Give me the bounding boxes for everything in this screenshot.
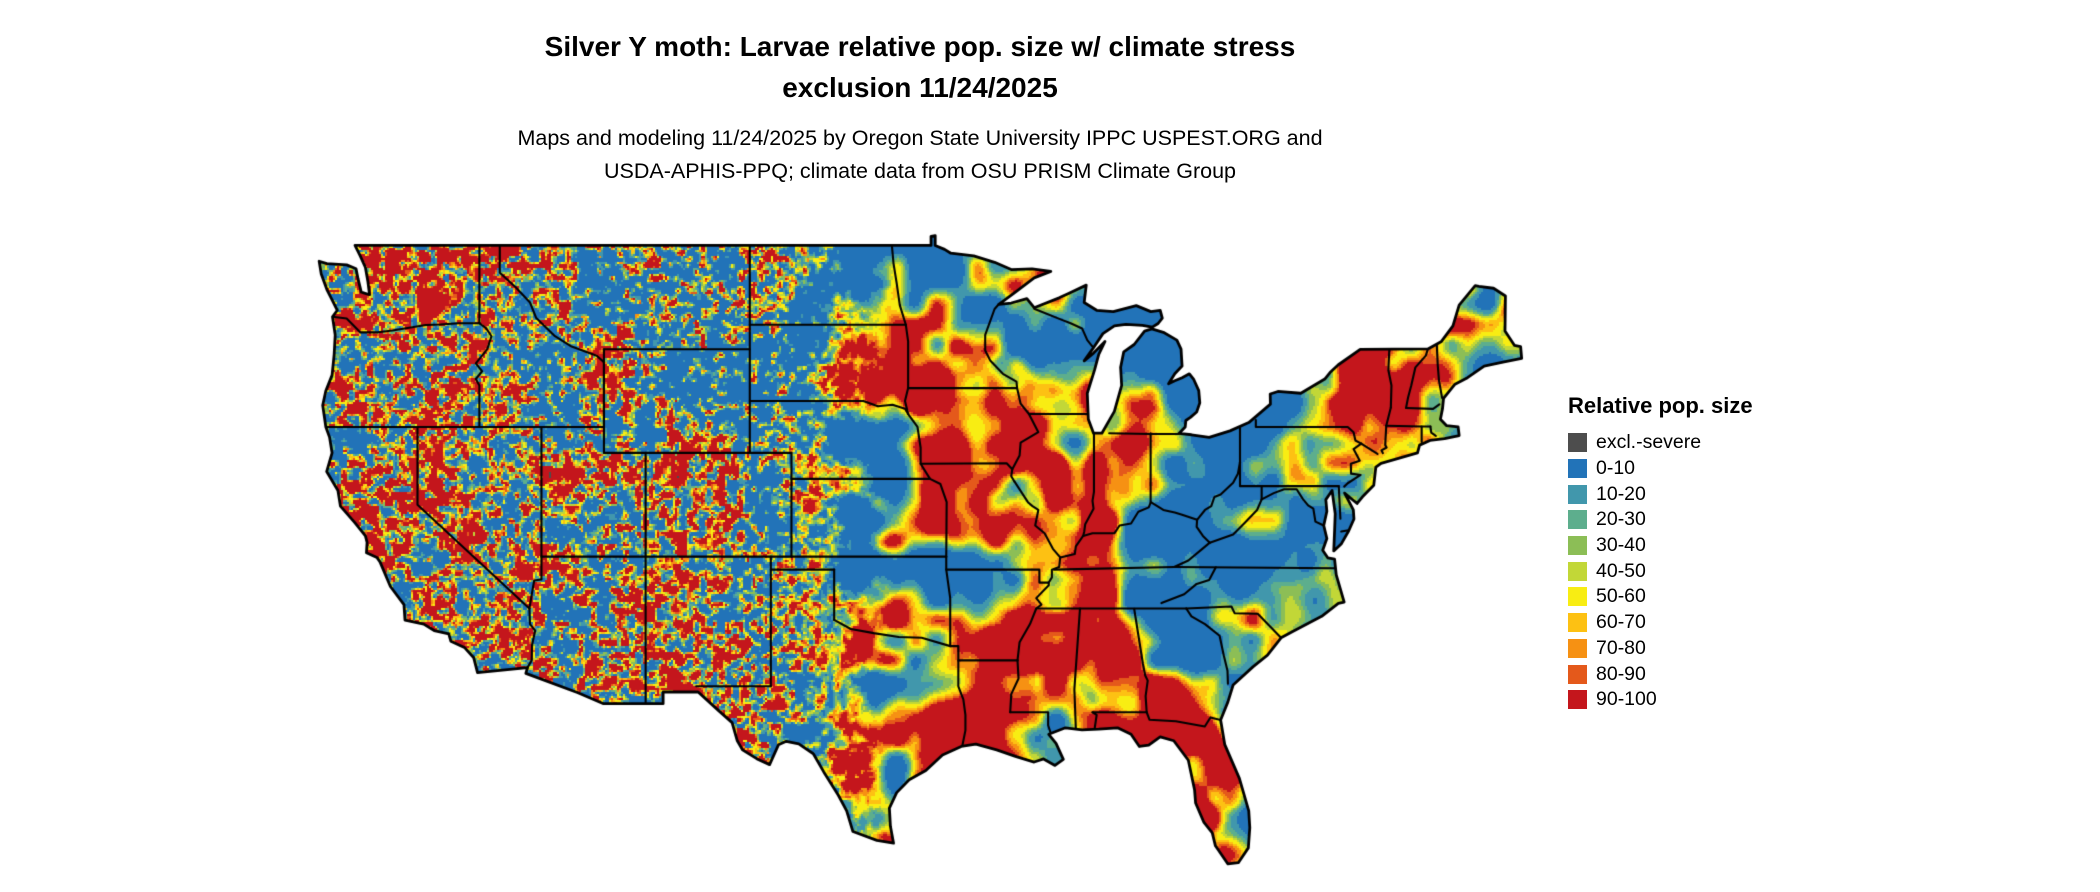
legend-item: 0-10 bbox=[1568, 456, 1898, 482]
legend-label: 70-80 bbox=[1596, 636, 1646, 659]
legend: Relative pop. size excl.-severe 0-10 10-20… bbox=[1568, 392, 1898, 713]
map-subtitle-line2: USDA-APHIS-PPQ; climate data from OSU PR… bbox=[603, 159, 1237, 183]
legend-title: Relative pop. size bbox=[1568, 393, 1753, 418]
legend-entries: excl.-severe 0-10 10-20 20-30 30-40 40-50 50-6… bbox=[1568, 430, 1898, 713]
map-title-line1: Silver Y moth: Larvae relative pop. size… bbox=[544, 31, 1296, 62]
legend-swatch bbox=[1568, 536, 1587, 556]
legend-item: excl.-severe bbox=[1568, 430, 1898, 456]
legend-item: 70-80 bbox=[1568, 636, 1898, 662]
map-title-line2: exclusion 11/24/2025 bbox=[782, 72, 1058, 103]
legend-item: 30-40 bbox=[1568, 533, 1898, 559]
map-subtitle-line1: Maps and modeling 11/24/2025 by Oregon S… bbox=[517, 126, 1323, 150]
legend-swatch bbox=[1568, 484, 1587, 504]
legend-label: 90-100 bbox=[1596, 688, 1657, 711]
legend-swatch bbox=[1568, 664, 1587, 684]
map-title: Silver Y moth: Larvae relative pop. size… bbox=[210, 26, 1630, 108]
legend-swatch bbox=[1568, 638, 1587, 658]
legend-label: excl.-severe bbox=[1596, 431, 1702, 454]
legend-label: 80-90 bbox=[1596, 662, 1646, 685]
legend-item: 60-70 bbox=[1568, 610, 1898, 636]
legend-swatch bbox=[1568, 459, 1587, 479]
legend-label: 10-20 bbox=[1596, 482, 1646, 505]
legend-label: 50-60 bbox=[1596, 585, 1646, 608]
legend-item: 80-90 bbox=[1568, 661, 1898, 687]
legend-label: 60-70 bbox=[1596, 611, 1646, 634]
legend-swatch bbox=[1568, 690, 1587, 710]
legend-label: 20-30 bbox=[1596, 508, 1646, 531]
legend-swatch bbox=[1568, 510, 1587, 530]
legend-label: 40-50 bbox=[1596, 559, 1646, 582]
legend-swatch bbox=[1568, 561, 1587, 581]
legend-item: 20-30 bbox=[1568, 507, 1898, 533]
map-header: Silver Y moth: Larvae relative pop. size… bbox=[210, 26, 1630, 188]
legend-item: 90-100 bbox=[1568, 687, 1898, 713]
us-map-canvas bbox=[305, 226, 1530, 886]
legend-swatch bbox=[1568, 433, 1587, 453]
legend-item: 40-50 bbox=[1568, 558, 1898, 584]
map-subtitle: Maps and modeling 11/24/2025 by Oregon S… bbox=[210, 122, 1630, 188]
legend-label: 0-10 bbox=[1596, 457, 1636, 480]
legend-label: 30-40 bbox=[1596, 534, 1646, 557]
legend-item: 10-20 bbox=[1568, 481, 1898, 507]
legend-swatch bbox=[1568, 587, 1587, 607]
legend-swatch bbox=[1568, 613, 1587, 633]
legend-item: 50-60 bbox=[1568, 584, 1898, 610]
